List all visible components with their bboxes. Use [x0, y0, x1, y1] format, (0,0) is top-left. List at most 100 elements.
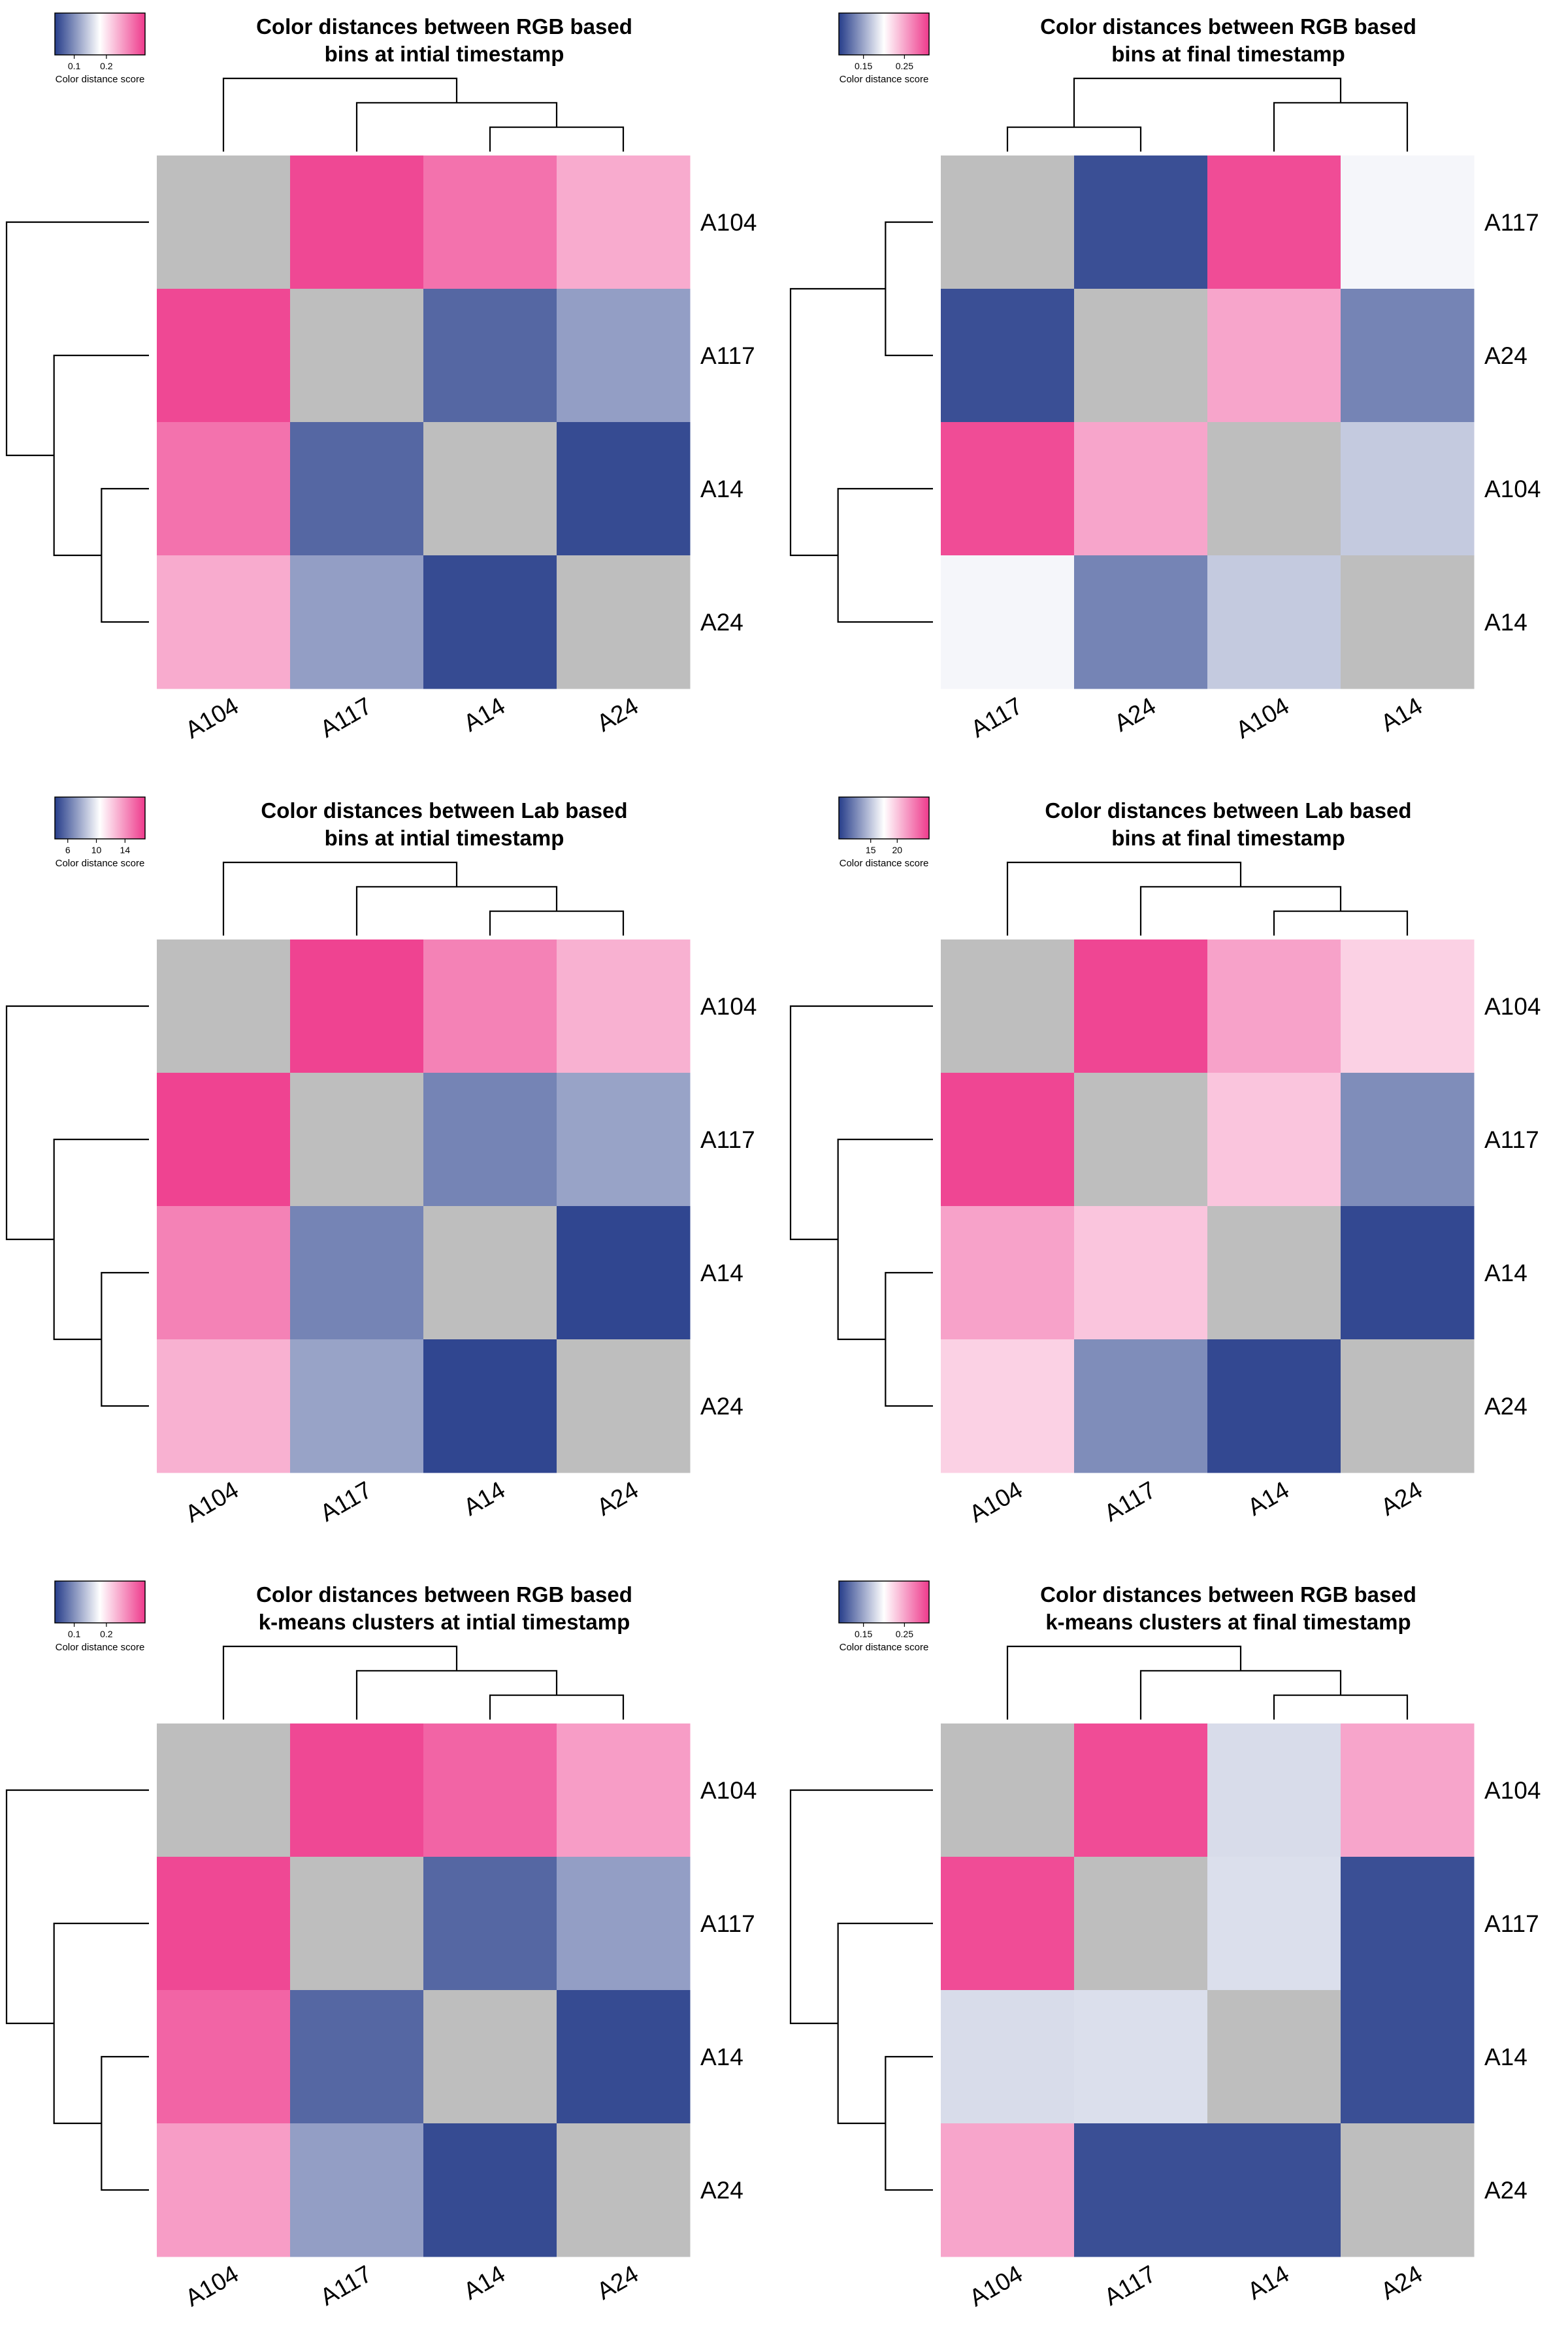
- chart-title-line: Color distances between RGB based: [1040, 14, 1416, 39]
- chart-title: Color distances between RGB based bins at…: [256, 14, 632, 66]
- row-label: A24: [700, 1393, 743, 1420]
- heatmap-cell: [290, 1857, 424, 1991]
- row-dendrogram: [789, 221, 933, 623]
- row-label: A24: [1484, 1393, 1527, 1420]
- heatmap-cell: [1074, 555, 1208, 689]
- color-key-bar: [838, 796, 930, 840]
- heatmap-cell: [1207, 939, 1341, 1073]
- heatmap-cell: [1207, 422, 1341, 556]
- row-label: A117: [1484, 1126, 1539, 1153]
- heatmap-cell: [1207, 289, 1341, 423]
- row-dendrogram-branch: [5, 221, 149, 457]
- row-labels: A104 A117 A14 A24: [700, 993, 757, 1420]
- column-dendrogram-branch: [222, 1645, 458, 1720]
- column-label: A24: [592, 2260, 643, 2304]
- heatmap-cell: [1074, 1206, 1208, 1340]
- heatmap-svg: Color distances between RGB based bins at…: [5, 12, 757, 743]
- heatmap-cell: [557, 1723, 691, 1857]
- column-labels: A104 A117 A14 A24: [965, 1476, 1427, 1527]
- heatmap-cells: [157, 1723, 691, 2257]
- heatmap-cell: [1074, 1723, 1208, 1857]
- heatmap-svg: Color distances between Lab based bins at…: [5, 796, 757, 1527]
- column-label: A104: [181, 692, 243, 743]
- chart-title-line: bins at intial timestamp: [325, 42, 564, 66]
- row-label: A117: [700, 342, 755, 369]
- color-key: 0.1 0.2 Color distance score: [54, 1580, 146, 1653]
- color-key-tick-label: 0.15: [855, 61, 872, 71]
- heatmap-cell: [423, 1990, 557, 2124]
- heatmap-cell: [1341, 289, 1475, 423]
- heatmap-cells: [941, 155, 1475, 689]
- row-dendrogram-branch: [837, 1922, 933, 2125]
- column-dendrogram-branch: [1006, 126, 1142, 152]
- heatmap-cell: [941, 555, 1075, 689]
- row-label: A117: [1484, 1910, 1539, 1937]
- row-label: A104: [1484, 1777, 1541, 1804]
- color-key: 0.15 0.25 Color distance score: [838, 1580, 930, 1653]
- color-key-tick-label: 0.25: [896, 61, 913, 71]
- heatmap-cell: [423, 939, 557, 1073]
- color-key-bar: [54, 12, 146, 56]
- heatmap-cell: [157, 1723, 291, 1857]
- heatmap-cell: [423, 1857, 557, 1991]
- row-label: A104: [700, 209, 757, 236]
- row-label: A24: [700, 609, 743, 636]
- row-labels: A104 A117 A14 A24: [1484, 1777, 1541, 2204]
- color-key: 6 10 14 Color distance score: [54, 796, 146, 869]
- heatmap-cell: [1207, 1339, 1341, 1473]
- chart-title-line: Color distances between RGB based: [256, 14, 632, 39]
- heatmap-cell: [1341, 155, 1475, 289]
- heatmap-cell: [941, 1857, 1075, 1991]
- column-label: A24: [1376, 2260, 1427, 2304]
- row-label: A14: [1484, 1260, 1527, 1286]
- column-dendrogram-branch: [1073, 77, 1342, 127]
- column-dendrogram: [222, 1645, 625, 1720]
- heatmap-cell: [423, 422, 557, 556]
- row-dendrogram-branch: [101, 2055, 149, 2191]
- column-label: A117: [1100, 1476, 1160, 1526]
- heatmap-cell: [157, 1206, 291, 1340]
- column-label: A117: [316, 1476, 376, 1526]
- heatmap-cell: [941, 1723, 1075, 1857]
- heatmap-cell: [1207, 1073, 1341, 1207]
- column-label: A24: [592, 1476, 643, 1520]
- row-dendrogram-branch: [101, 1271, 149, 1407]
- heatmap-cell: [1207, 155, 1341, 289]
- row-dendrogram-branch: [53, 1922, 149, 2125]
- row-label: A14: [1484, 2044, 1527, 2070]
- row-dendrogram-branch: [5, 1005, 149, 1241]
- heatmap-cell: [1341, 422, 1475, 556]
- row-labels: A104 A117 A14 A24: [700, 1777, 757, 2204]
- heatmap-cell: [290, 2123, 424, 2257]
- column-dendrogram: [1006, 77, 1409, 152]
- color-key-tick-label: 0.1: [68, 61, 81, 71]
- row-dendrogram-branch: [5, 1789, 149, 2025]
- heatmap-cell: [157, 289, 291, 423]
- chart-title-line: Color distances between Lab based: [261, 798, 627, 823]
- row-dendrogram-branch: [53, 1138, 149, 1341]
- column-dendrogram: [222, 77, 625, 152]
- heatmap-cell: [1341, 1339, 1475, 1473]
- column-label: A14: [1243, 1476, 1294, 1520]
- heatmap-cell: [941, 1206, 1075, 1340]
- heatmap-cell: [423, 1073, 557, 1207]
- color-key-tick-label: 0.2: [100, 1629, 113, 1639]
- heatmap-cell: [557, 555, 691, 689]
- heatmap-cell: [1074, 939, 1208, 1073]
- column-dendrogram-branch: [1006, 861, 1242, 936]
- chart-title: Color distances between Lab based bins at…: [1045, 798, 1411, 850]
- heatmap-cell: [557, 1339, 691, 1473]
- heatmap-cell: [557, 155, 691, 289]
- heatmap-cell: [157, 2123, 291, 2257]
- chart-title: Color distances between RGB based k-means…: [256, 1582, 632, 1634]
- heatmap-cell: [1074, 1857, 1208, 1991]
- heatmap-svg: Color distances between Lab based bins at…: [789, 796, 1541, 1527]
- heatmap-cell: [157, 1073, 291, 1207]
- heatmap-panel-6: Color distances between RGB based k-means…: [784, 1568, 1568, 2352]
- heatmap-cell: [157, 1339, 291, 1473]
- heatmap-cell: [423, 2123, 557, 2257]
- row-dendrogram: [5, 1005, 149, 1407]
- color-key-title: Color distance score: [56, 858, 145, 869]
- column-label: A117: [316, 692, 376, 742]
- row-dendrogram-branch: [789, 287, 886, 557]
